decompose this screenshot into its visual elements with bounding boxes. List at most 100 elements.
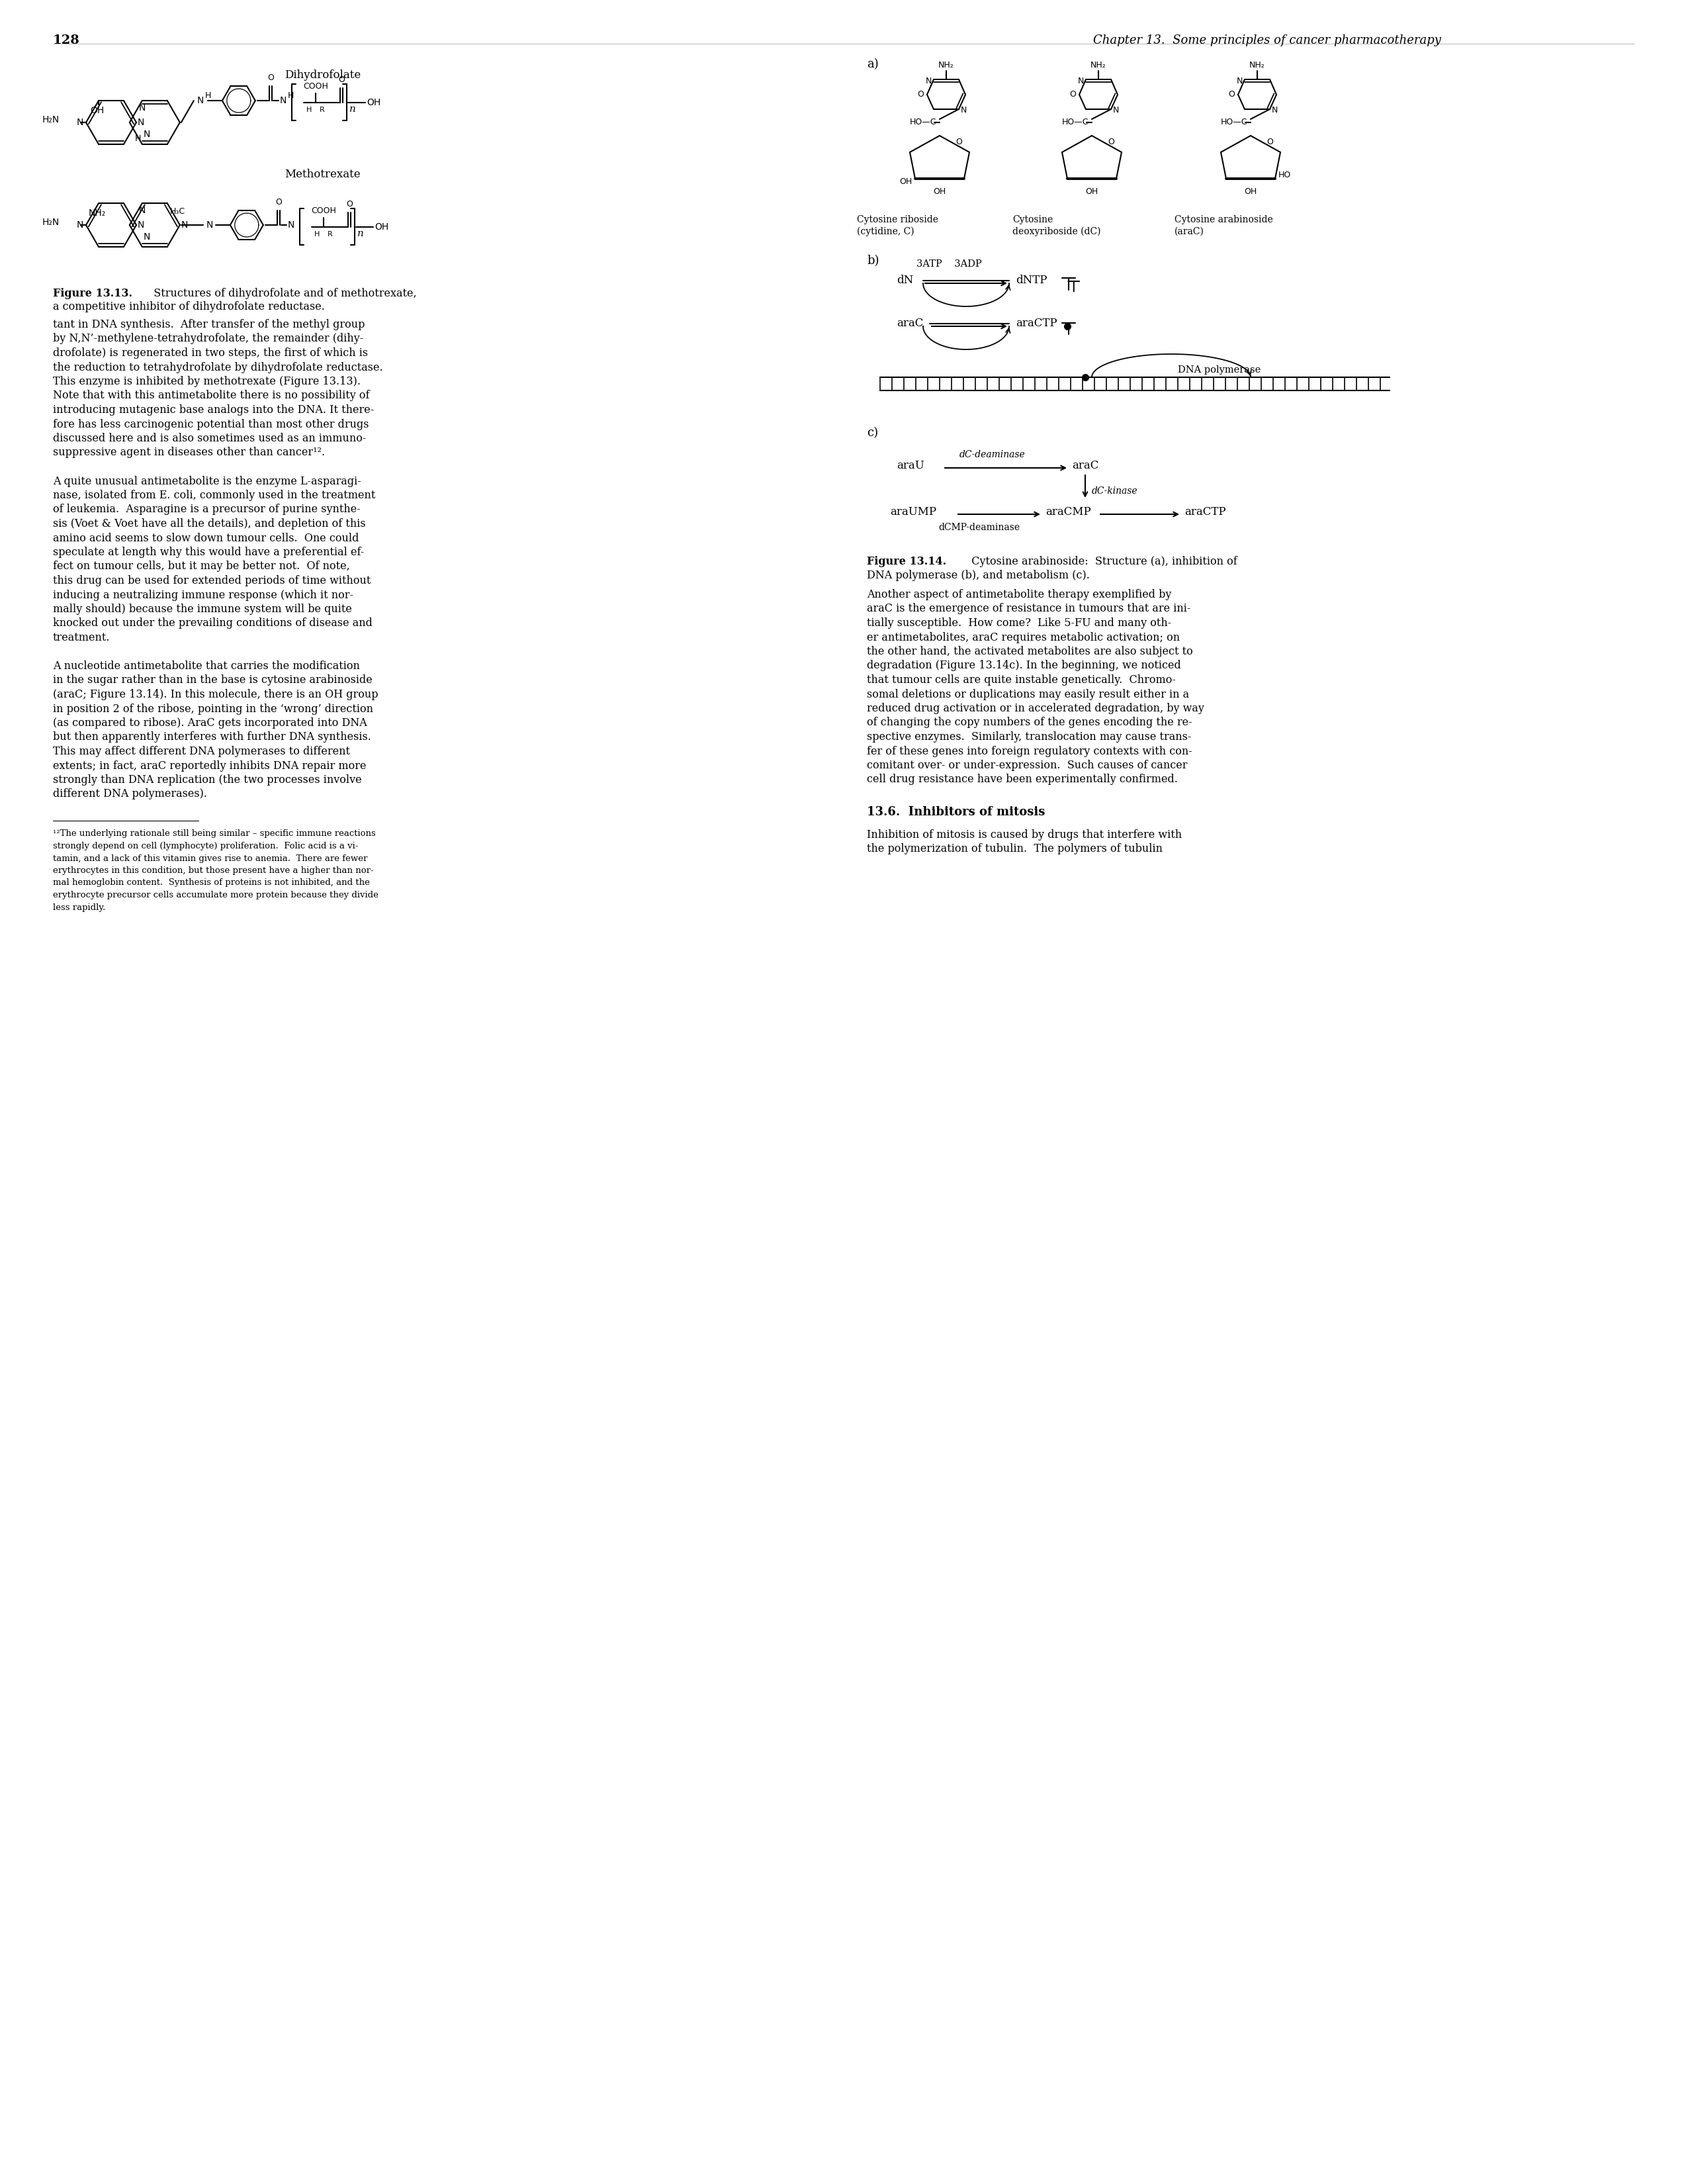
Text: discussed here and is also sometimes used as an immuno-: discussed here and is also sometimes use…	[52, 432, 366, 443]
Text: Cytosine arabinoside: Cytosine arabinoside	[1175, 214, 1273, 225]
Text: ¹²The underlying rationale still being similar – specific immune reactions: ¹²The underlying rationale still being s…	[52, 830, 376, 839]
Text: degradation (Figure 13.14c). In the beginning, we noticed: degradation (Figure 13.14c). In the begi…	[868, 660, 1182, 670]
Text: H₂N: H₂N	[42, 218, 59, 227]
Text: R: R	[327, 232, 333, 238]
Text: H: H	[314, 232, 319, 238]
Text: O: O	[275, 199, 282, 207]
Text: N: N	[925, 76, 932, 85]
Text: amino acid seems to slow down tumour cells.  One could: amino acid seems to slow down tumour cel…	[52, 533, 360, 544]
Text: H₂N: H₂N	[42, 116, 59, 124]
Text: OH: OH	[1244, 188, 1258, 197]
Text: O: O	[1107, 138, 1114, 146]
Text: N: N	[1077, 76, 1084, 85]
Text: Dihydrofolate: Dihydrofolate	[285, 70, 361, 81]
Text: er antimetabolites, araC requires metabolic activation; on: er antimetabolites, araC requires metabo…	[868, 631, 1180, 642]
Text: of changing the copy numbers of the genes encoding the re-: of changing the copy numbers of the gene…	[868, 716, 1192, 727]
Text: cell drug resistance have been experimentally confirmed.: cell drug resistance have been experimen…	[868, 773, 1178, 786]
Text: A nucleotide antimetabolite that carries the modification: A nucleotide antimetabolite that carries…	[52, 660, 360, 673]
Text: N: N	[76, 221, 83, 229]
Text: N: N	[197, 96, 204, 105]
Text: NH₂: NH₂	[1090, 61, 1106, 70]
Text: OH: OH	[366, 98, 380, 107]
Text: NH₂: NH₂	[88, 207, 106, 218]
Text: different DNA polymerases).: different DNA polymerases).	[52, 788, 208, 799]
Text: N: N	[1112, 107, 1119, 116]
Text: dC-deaminase: dC-deaminase	[959, 450, 1026, 459]
Text: suppressive agent in diseases other than cancer¹².: suppressive agent in diseases other than…	[52, 448, 326, 459]
Text: N: N	[143, 129, 150, 140]
Text: HO—C: HO—C	[1062, 118, 1089, 127]
Text: araC is the emergence of resistance in tumours that are ini-: araC is the emergence of resistance in t…	[868, 603, 1190, 614]
Text: of leukemia.  Asparagine is a precursor of purine synthe-: of leukemia. Asparagine is a precursor o…	[52, 505, 361, 515]
Text: H: H	[287, 92, 294, 100]
Text: Note that with this antimetabolite there is no possibility of: Note that with this antimetabolite there…	[52, 391, 370, 402]
Text: (araC): (araC)	[1175, 227, 1204, 236]
Text: O: O	[267, 74, 273, 83]
Text: OH: OH	[375, 223, 388, 232]
Text: O: O	[955, 138, 962, 146]
Text: araCTP: araCTP	[1016, 317, 1057, 330]
Text: N: N	[138, 221, 145, 229]
Text: N: N	[138, 118, 145, 127]
Text: dNTP: dNTP	[1016, 275, 1047, 286]
Text: erythrocytes in this condition, but those present have a higher than nor-: erythrocytes in this condition, but thos…	[52, 867, 373, 876]
Text: N: N	[138, 205, 145, 216]
Text: the polymerization of tubulin.  The polymers of tubulin: the polymerization of tubulin. The polym…	[868, 843, 1163, 854]
Text: Cytosine: Cytosine	[1013, 214, 1053, 225]
Text: in position 2 of the ribose, pointing in the ‘wrong’ direction: in position 2 of the ribose, pointing in…	[52, 703, 373, 714]
Text: This may affect different DNA polymerases to different: This may affect different DNA polymerase…	[52, 747, 349, 758]
Text: fect on tumour cells, but it may be better not.  Of note,: fect on tumour cells, but it may be bett…	[52, 561, 349, 572]
Text: fore has less carcinogenic potential than most other drugs: fore has less carcinogenic potential tha…	[52, 419, 370, 430]
Text: dN: dN	[896, 275, 913, 286]
Text: HO—C: HO—C	[1220, 118, 1247, 127]
Text: O: O	[1229, 90, 1234, 98]
Text: Cytosine riboside: Cytosine riboside	[858, 214, 939, 225]
Text: N: N	[76, 118, 83, 127]
Text: araC: araC	[1072, 461, 1099, 472]
Text: 3ATP    3ADP: 3ATP 3ADP	[917, 260, 982, 269]
Text: but then apparently interferes with further DNA synthesis.: but then apparently interferes with furt…	[52, 732, 371, 743]
Text: fer of these genes into foreign regulatory contexts with con-: fer of these genes into foreign regulato…	[868, 745, 1192, 758]
Text: that tumour cells are quite instable genetically.  Chromo-: that tumour cells are quite instable gen…	[868, 675, 1177, 686]
Text: inducing a neutralizing immune response (which it nor-: inducing a neutralizing immune response …	[52, 590, 353, 601]
Text: (cytidine, C): (cytidine, C)	[858, 227, 915, 236]
Text: (araC; Figure 13.14). In this molecule, there is an OH group: (araC; Figure 13.14). In this molecule, …	[52, 688, 378, 701]
Text: mal hemoglobin content.  Synthesis of proteins is not inhibited, and the: mal hemoglobin content. Synthesis of pro…	[52, 878, 370, 887]
Text: O: O	[917, 90, 923, 98]
Text: HO—C: HO—C	[910, 118, 937, 127]
Text: comitant over- or under-expression.  Such causes of cancer: comitant over- or under-expression. Such…	[868, 760, 1187, 771]
Text: DNA polymerase: DNA polymerase	[1178, 365, 1261, 376]
Text: less rapidly.: less rapidly.	[52, 902, 105, 911]
Text: this drug can be used for extended periods of time without: this drug can be used for extended perio…	[52, 574, 371, 585]
Text: N: N	[280, 96, 287, 105]
Text: araU: araU	[896, 461, 925, 472]
Text: O: O	[338, 76, 344, 85]
Text: 13.6.  Inhibitors of mitosis: 13.6. Inhibitors of mitosis	[868, 806, 1045, 817]
Text: tant in DNA synthesis.  After transfer of the methyl group: tant in DNA synthesis. After transfer of…	[52, 319, 365, 330]
Text: NH₂: NH₂	[1249, 61, 1264, 70]
Text: speculate at length why this would have a preferential ef-: speculate at length why this would have …	[52, 546, 365, 557]
Text: introducing mutagenic base analogs into the DNA. It there-: introducing mutagenic base analogs into …	[52, 404, 375, 415]
Text: N: N	[287, 221, 295, 229]
Text: dCMP-deaminase: dCMP-deaminase	[939, 522, 1020, 533]
Text: Figure 13.14.: Figure 13.14.	[868, 557, 947, 568]
Text: n: n	[349, 105, 356, 114]
Text: O: O	[1070, 90, 1075, 98]
Text: Structures of dihydrofolate and of methotrexate,: Structures of dihydrofolate and of metho…	[147, 288, 417, 299]
Text: N: N	[1237, 76, 1242, 85]
Text: treatment.: treatment.	[52, 631, 110, 644]
Text: sis (Voet & Voet have all the details), and depletion of this: sis (Voet & Voet have all the details), …	[52, 518, 366, 529]
Text: the other hand, the activated metabolites are also subject to: the other hand, the activated metabolite…	[868, 646, 1193, 657]
Text: A quite unusual antimetabolite is the enzyme L-asparagi-: A quite unusual antimetabolite is the en…	[52, 476, 361, 487]
Text: a): a)	[868, 59, 878, 70]
Text: by N,N’-methylene-tetrahydrofolate, the remainder (dihy-: by N,N’-methylene-tetrahydrofolate, the …	[52, 334, 363, 345]
Text: R: R	[319, 107, 324, 114]
Text: the reduction to tetrahydrofolate by dihydrofolate reductase.: the reduction to tetrahydrofolate by dih…	[52, 363, 383, 373]
Text: N: N	[143, 232, 150, 242]
Text: a competitive inhibitor of dihydrofolate reductase.: a competitive inhibitor of dihydrofolate…	[52, 301, 324, 312]
Text: N: N	[138, 103, 145, 114]
Text: N: N	[181, 221, 187, 229]
Text: Cytosine arabinoside:  Structure (a), inhibition of: Cytosine arabinoside: Structure (a), inh…	[966, 557, 1237, 568]
Text: somal deletions or duplications may easily result either in a: somal deletions or duplications may easi…	[868, 688, 1188, 699]
Text: tially susceptible.  How come?  Like 5-FU and many oth-: tially susceptible. How come? Like 5-FU …	[868, 618, 1171, 629]
